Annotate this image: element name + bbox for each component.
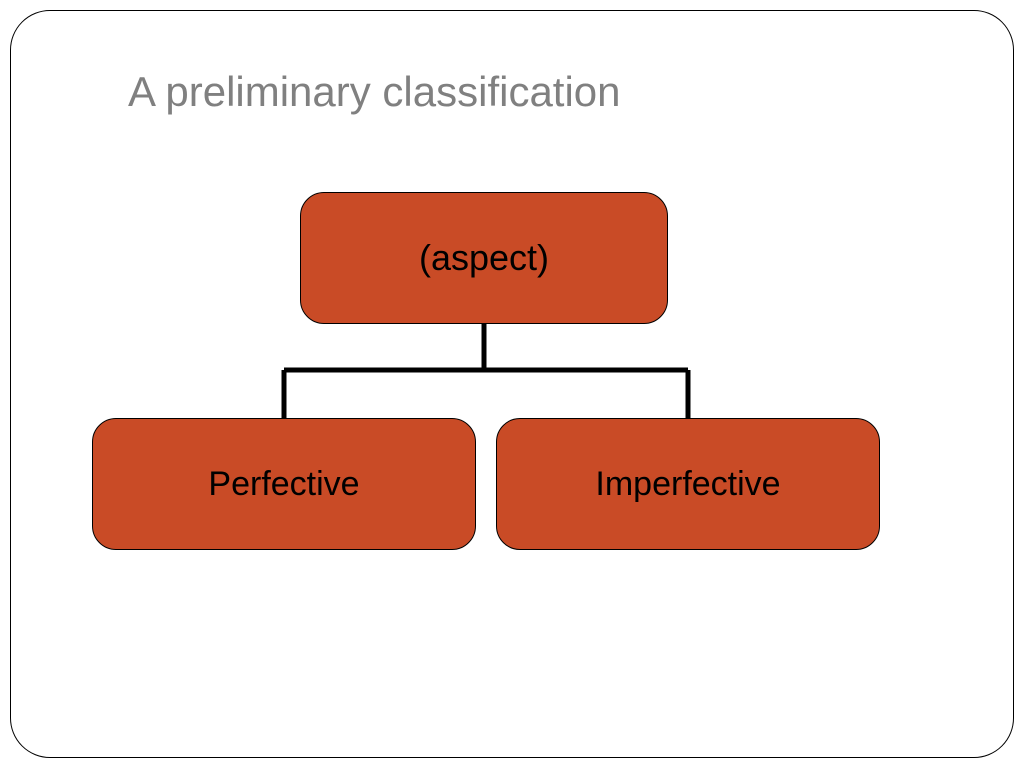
- tree-diagram: (aspect) Perfective Imperfective: [92, 192, 932, 562]
- page-title: A preliminary classification: [128, 68, 621, 116]
- tree-node-left: Perfective: [92, 418, 476, 550]
- tree-node-right: Imperfective: [496, 418, 880, 550]
- tree-node-left-label: Perfective: [208, 465, 359, 504]
- tree-node-right-label: Imperfective: [595, 465, 780, 504]
- tree-node-root: (aspect): [300, 192, 668, 324]
- tree-node-root-label: (aspect): [419, 237, 549, 279]
